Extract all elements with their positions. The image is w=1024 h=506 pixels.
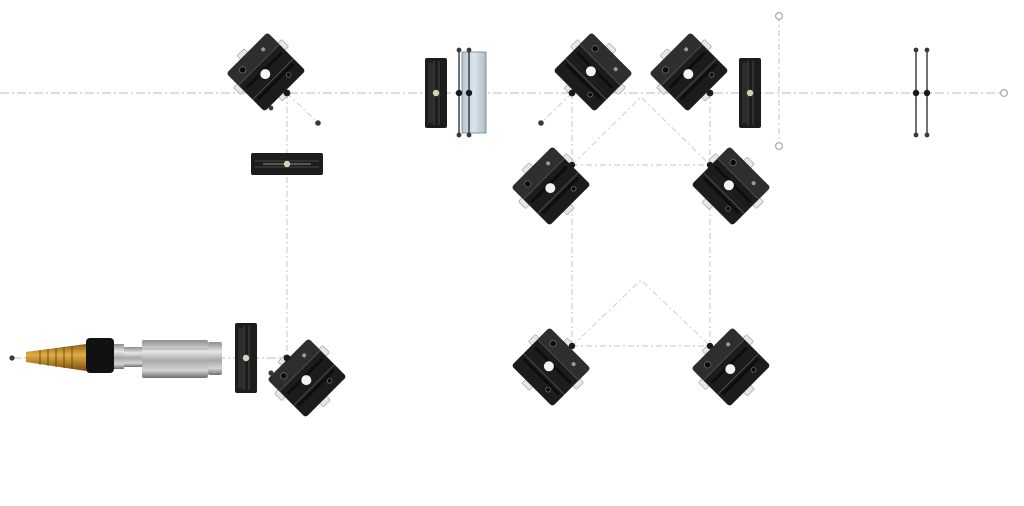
delay-mirror-upper-left [503,138,599,234]
laser-end-cap [208,342,222,375]
mirror-mount-delay-input [538,24,641,126]
laser-step [124,347,142,367]
mirror-mount-bottom-left [259,330,355,426]
beam-end-marker [999,88,1008,97]
beam-paths [0,16,1004,359]
window-plate [455,47,487,138]
mirror1-normal [286,92,319,124]
source-point [9,355,15,361]
delay-mirror-upper-right [683,138,779,234]
delay-top-roof [571,96,711,166]
mirror3-normal [540,92,573,124]
laser-collar [114,344,124,369]
delay-mirror-lower-left [503,319,599,415]
lens-mount-output [738,57,762,129]
delay-mirror-lower-right [683,319,779,415]
lens-mount-horizontal [250,152,324,176]
lens-mount-top [424,57,448,129]
mirror-mount-delay-output [641,24,737,120]
lens-mount-input [234,322,258,394]
delay-bottom-roof [571,279,711,347]
polarizer-pair [912,47,931,138]
laser-barrel [142,340,208,378]
fiber-tip-threads [39,346,73,369]
iris-marker [774,12,783,151]
mirror-mount-top-left [218,24,321,126]
fiber-connector-nut [86,338,114,373]
fiber-coupled-laser [9,338,222,378]
